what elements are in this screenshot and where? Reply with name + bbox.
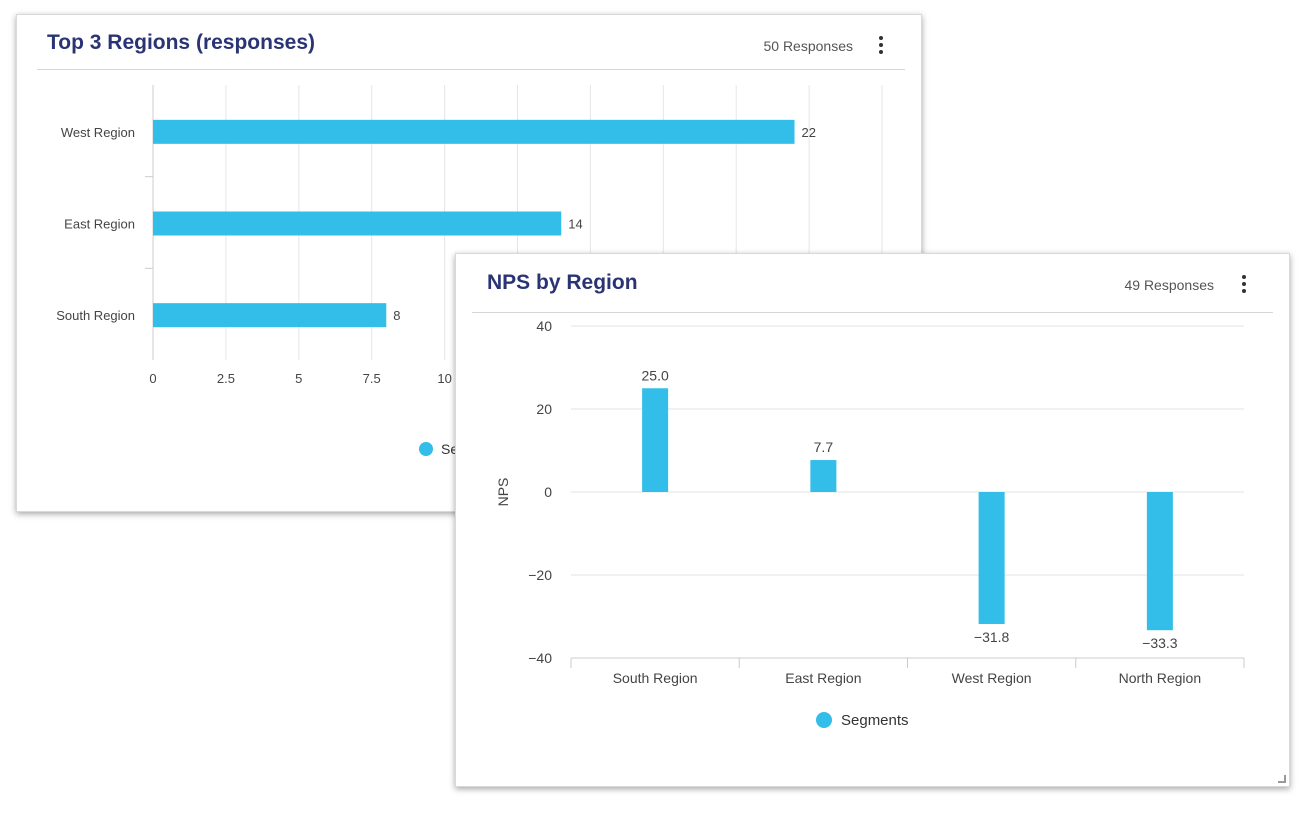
data-label: 7.7 bbox=[814, 439, 834, 455]
bar bbox=[153, 211, 562, 236]
card-title: NPS by Region bbox=[487, 271, 638, 294]
y-axis-title: NPS bbox=[495, 478, 511, 507]
data-label: 8 bbox=[393, 308, 400, 323]
legend-marker bbox=[816, 712, 832, 728]
category-label: South Region bbox=[613, 670, 698, 686]
data-label: −31.8 bbox=[974, 629, 1010, 645]
y-tick-label: −40 bbox=[528, 650, 552, 666]
data-label: 14 bbox=[568, 217, 582, 232]
category-label: East Region bbox=[64, 217, 135, 232]
x-tick-label: 7.5 bbox=[363, 371, 381, 386]
category-label: North Region bbox=[1119, 670, 1202, 686]
kebab-menu-icon[interactable] bbox=[874, 34, 888, 56]
category-label: South Region bbox=[56, 308, 135, 323]
data-label: 22 bbox=[802, 125, 816, 140]
bar bbox=[153, 119, 795, 144]
bar bbox=[642, 388, 669, 492]
data-label: 25.0 bbox=[642, 367, 669, 383]
y-tick-label: −20 bbox=[528, 567, 552, 583]
header-divider bbox=[37, 69, 905, 70]
category-label: West Region bbox=[952, 670, 1032, 686]
bar bbox=[978, 492, 1005, 624]
bar bbox=[810, 460, 837, 492]
category-label: East Region bbox=[785, 670, 861, 686]
kebab-menu-icon[interactable] bbox=[1237, 273, 1251, 295]
horizontal-bar-chart: West Region 22 East Region 14 South Region 8 0… bbox=[56, 85, 883, 457]
vertical-bar-chart: 40 20 0 −20 −40 NPS 25.0 South Region 7.7 East Re… bbox=[495, 318, 1245, 729]
y-tick-label: 0 bbox=[544, 484, 552, 500]
response-count: 50 Responses bbox=[763, 38, 853, 54]
y-tick-label: 40 bbox=[536, 318, 552, 334]
x-tick-label: 5 bbox=[295, 371, 302, 386]
x-tick-label: 2.5 bbox=[217, 371, 235, 386]
resize-handle[interactable] bbox=[1278, 775, 1286, 783]
bar bbox=[153, 303, 387, 328]
data-label: −33.3 bbox=[1142, 635, 1178, 651]
header-divider bbox=[472, 312, 1273, 313]
legend-marker bbox=[419, 442, 433, 456]
y-tick-label: 20 bbox=[536, 401, 552, 417]
card-title: Top 3 Regions (responses) bbox=[47, 31, 315, 54]
legend-label: Segments bbox=[841, 712, 909, 729]
category-label: West Region bbox=[61, 125, 135, 140]
response-count: 49 Responses bbox=[1124, 277, 1214, 293]
x-tick-label: 10 bbox=[437, 371, 451, 386]
nps-by-region-card: NPS by Region 49 Responses 40 20 0 −20 −40 NP… bbox=[455, 253, 1290, 787]
bar bbox=[1146, 492, 1173, 631]
x-tick-label: 0 bbox=[149, 371, 156, 386]
card-header: NPS by Region 49 Responses bbox=[456, 254, 1289, 310]
card-header: Top 3 Regions (responses) 50 Responses bbox=[17, 15, 921, 71]
